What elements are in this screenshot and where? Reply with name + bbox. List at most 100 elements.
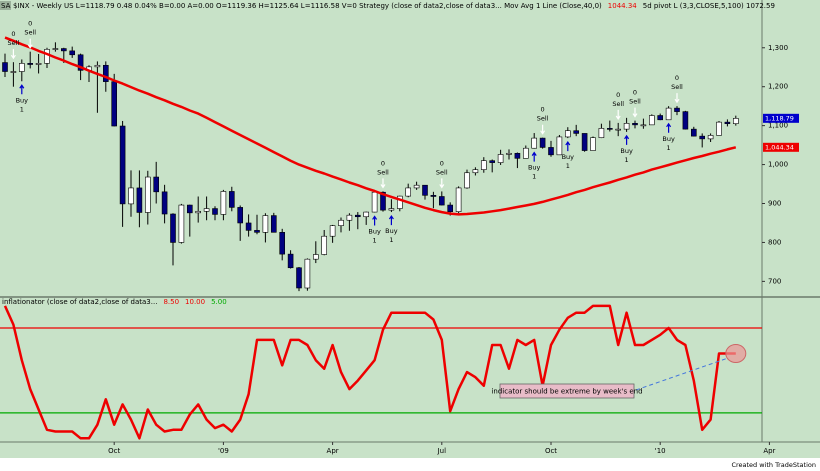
candle-body (128, 187, 134, 205)
signal-side: Buy (368, 227, 381, 235)
candle-body (648, 115, 655, 126)
signal-side: Sell (537, 115, 549, 123)
header: $INX - Weekly US L=1118.79 0.48 0.04% B=… (13, 2, 775, 10)
sell-arrow (380, 178, 386, 189)
sell-arrow (674, 93, 680, 104)
price-tag-label: 1,118.79 (765, 114, 794, 122)
signal-qty: 0 (675, 74, 679, 82)
signal-side: Sell (612, 100, 624, 108)
candle-body (153, 176, 159, 193)
candle-body (44, 49, 50, 64)
buy-arrow (531, 151, 537, 162)
signal-qty: 0 (440, 159, 444, 167)
candle-body (18, 63, 25, 72)
candle-body (380, 191, 386, 211)
signal-side: Sell (436, 168, 448, 176)
source-tag: SA (1, 2, 11, 10)
signal-qty: 1 (625, 156, 629, 164)
candle-body (178, 204, 185, 243)
candle-body (623, 122, 630, 130)
candle-body (237, 207, 243, 224)
signal-side: Buy (16, 96, 29, 104)
candle-body (699, 135, 706, 140)
candle-body (187, 204, 193, 214)
x-tick-label: Oct (108, 447, 120, 455)
price-tag (763, 142, 799, 152)
buy-arrow (624, 134, 630, 145)
candle-body (632, 122, 638, 126)
candle-body (640, 124, 647, 127)
candle-body (103, 64, 109, 82)
header-pivot: 5d pivot L (3,3,CLOSE,5,100) 1072.59 (643, 2, 775, 10)
sell-arrow (27, 38, 33, 49)
candle-body (69, 50, 75, 56)
signal-qty: 0 (381, 159, 385, 167)
buy-arrow (666, 122, 672, 133)
candle-body (615, 128, 622, 131)
candle-body (590, 137, 596, 151)
candle-body (455, 187, 462, 212)
y-tick-label: 1,000 (768, 161, 788, 169)
candle-body (497, 154, 504, 163)
signal-side: Buy (528, 164, 541, 172)
x-tick-label: '10 (655, 447, 666, 455)
signal-side: Buy (562, 153, 575, 161)
x-tick-label: Apr (327, 447, 339, 455)
candle-body (145, 176, 151, 213)
candle-body (657, 115, 664, 121)
candle-body (422, 184, 428, 196)
candle-body (77, 54, 84, 71)
candle-body (665, 107, 672, 121)
candle-body (60, 48, 67, 52)
buy-arrow (388, 214, 394, 226)
candle-body (724, 121, 731, 124)
y-tick-label: 900 (768, 200, 781, 208)
x-tick-label: '09 (218, 447, 229, 455)
indicator-line (3, 304, 736, 440)
signal-qty: 1 (566, 162, 570, 170)
candle-body (472, 169, 479, 174)
candle-body (413, 184, 420, 189)
price-tag-label: 1,044.34 (765, 143, 794, 151)
candle-body (195, 210, 201, 214)
candle-body (430, 195, 437, 197)
level-label: 5.00 (211, 298, 227, 306)
buy-arrow (19, 84, 25, 95)
candle-body (229, 191, 235, 208)
candle-body (212, 208, 218, 215)
candle-body (94, 64, 101, 68)
signal-side: Sell (8, 39, 20, 47)
candle-body (321, 235, 328, 255)
candle-body (279, 232, 286, 255)
signal-qty: 1 (373, 236, 377, 244)
candle-body (396, 195, 403, 209)
candle-body (27, 63, 34, 65)
indicator-header: inflationator (close of data2,close of d… (2, 298, 227, 306)
candle-body (220, 191, 227, 215)
indicator-last-label: 8.50 (163, 298, 179, 306)
candle-body (405, 187, 412, 197)
candle-body (464, 172, 470, 189)
y-tick-label: 800 (768, 238, 781, 246)
candle-body (707, 135, 714, 140)
annotation: indicator should be extreme by week's en… (491, 388, 642, 396)
footer-strip (0, 458, 820, 471)
signal-qty: 0 (11, 30, 15, 38)
candle-body (573, 130, 580, 134)
signal-qty: 1 (667, 144, 671, 152)
sell-arrow (439, 178, 445, 189)
sell-arrow (615, 109, 621, 120)
candle-body (270, 215, 277, 233)
header-main: $INX - Weekly US L=1118.79 0.48 0.04% B=… (13, 2, 504, 10)
candle-body (371, 191, 378, 213)
candle-body (254, 230, 260, 233)
candle-body (438, 196, 445, 206)
candle-body (548, 147, 554, 156)
candle-body (10, 71, 17, 73)
candle-body (539, 137, 546, 148)
candle-body (581, 133, 588, 151)
y-tick-label: 700 (768, 277, 781, 285)
candle-body (329, 225, 336, 237)
candle-body (531, 137, 538, 149)
